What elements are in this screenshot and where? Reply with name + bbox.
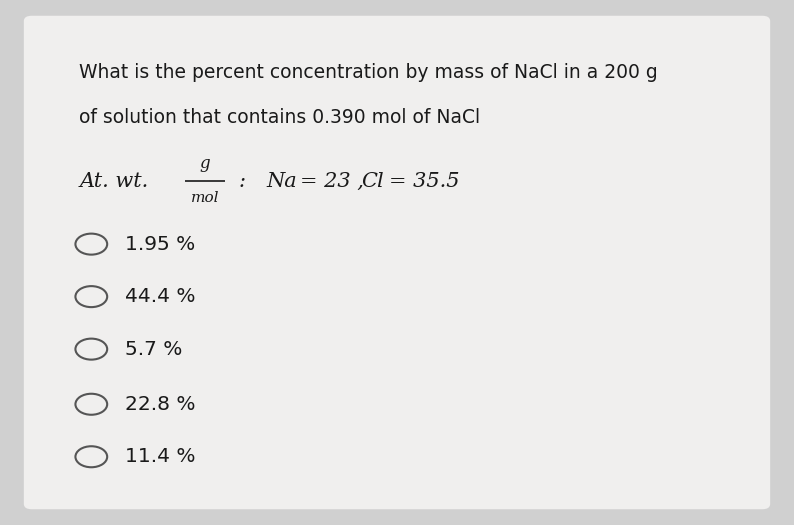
FancyBboxPatch shape — [24, 16, 770, 509]
Text: = 23 ,: = 23 , — [300, 172, 364, 191]
Text: = 35.5: = 35.5 — [389, 172, 460, 191]
Text: 1.95 %: 1.95 % — [125, 235, 195, 254]
Text: mol: mol — [191, 191, 219, 205]
Text: of solution that contains 0.390 mol of NaCl: of solution that contains 0.390 mol of N… — [79, 108, 480, 127]
Text: 5.7 %: 5.7 % — [125, 340, 183, 359]
Text: g: g — [199, 155, 210, 172]
Text: At. wt.: At. wt. — [79, 172, 148, 191]
Text: :: : — [238, 172, 245, 191]
Text: What is the percent concentration by mass of NaCl in a 200 g: What is the percent concentration by mas… — [79, 63, 658, 82]
Text: 44.4 %: 44.4 % — [125, 287, 196, 306]
Text: Cl: Cl — [361, 172, 384, 191]
Text: 22.8 %: 22.8 % — [125, 395, 196, 414]
Text: Na: Na — [266, 172, 297, 191]
Text: 11.4 %: 11.4 % — [125, 447, 196, 466]
